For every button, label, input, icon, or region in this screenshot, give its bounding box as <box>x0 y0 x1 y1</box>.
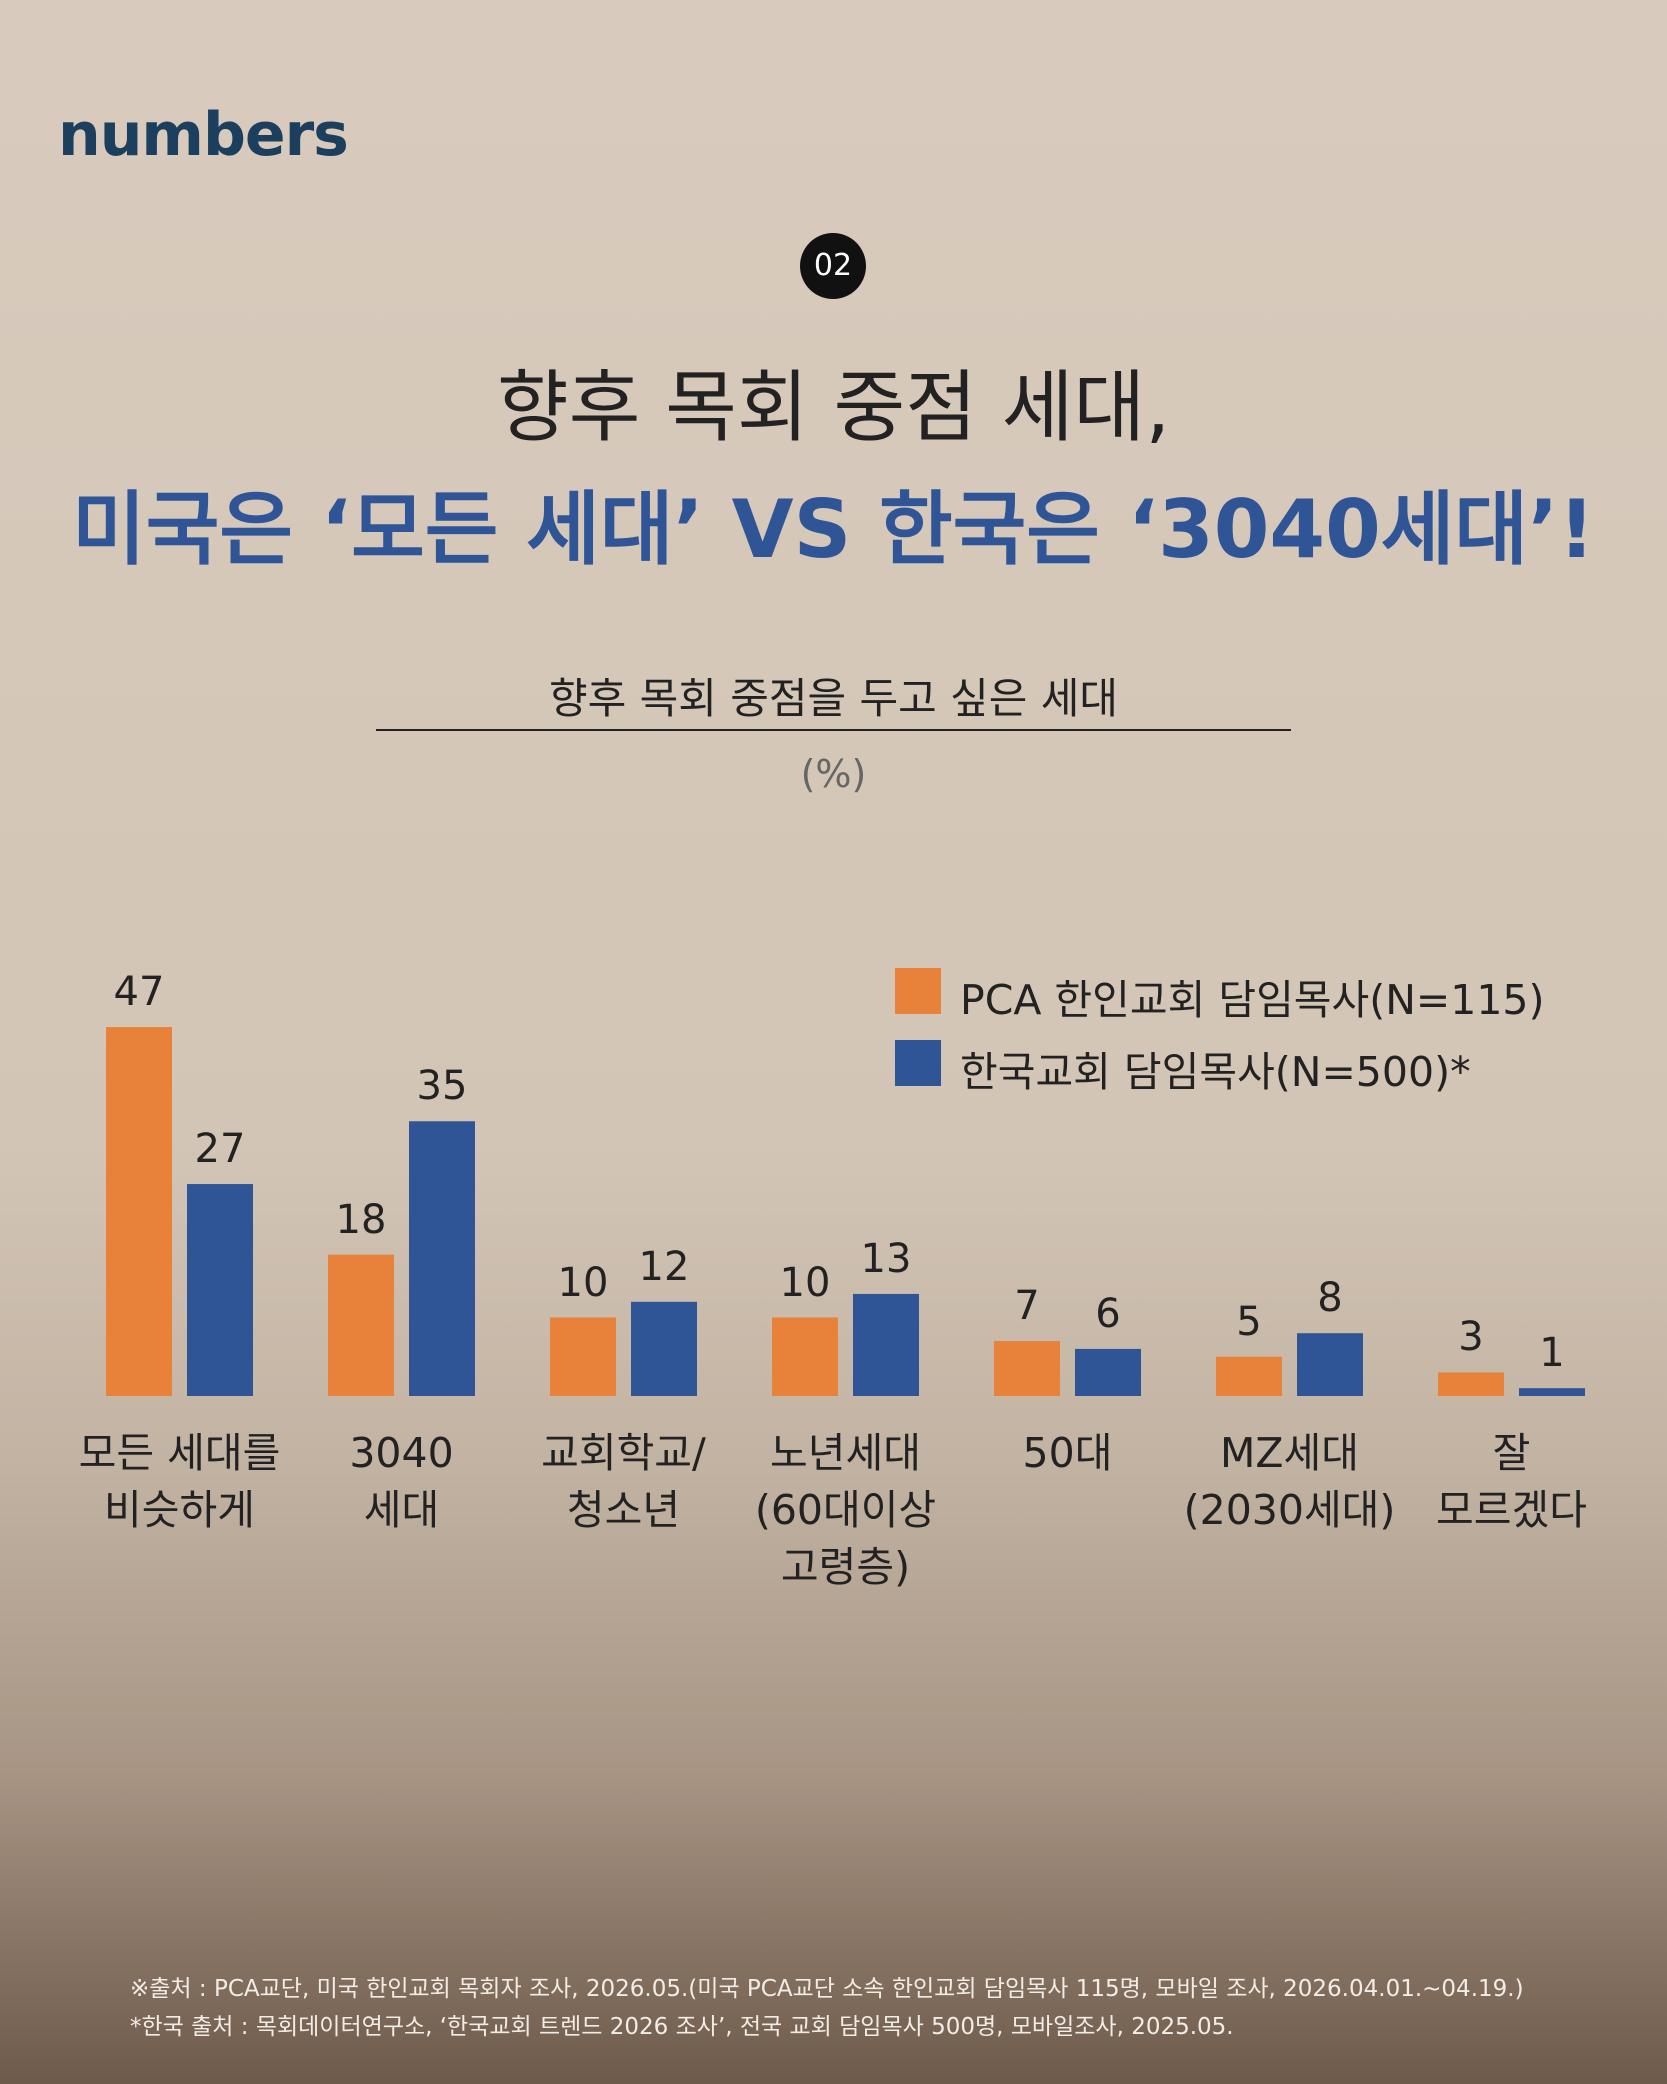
bar <box>106 1027 172 1396</box>
value-label: 27 <box>194 1126 246 1173</box>
logo: numbers <box>58 100 349 170</box>
x-tick-label: MZ세대 (2030세대) <box>1183 1429 1396 1534</box>
value-label: 5 <box>1236 1298 1262 1345</box>
x-tick-label: 잘 모르겠다 <box>1436 1429 1587 1534</box>
value-label: 18 <box>335 1196 387 1243</box>
value-label: 6 <box>1095 1290 1121 1337</box>
unit-label: (%) <box>800 752 867 796</box>
bar <box>1438 1372 1504 1396</box>
bar <box>1075 1348 1141 1396</box>
footnotes: ※출처 : PCA교단, 미국 한인교회 목회자 조사, 2026.05.(미국… <box>130 1970 1524 2046</box>
x-tick-label: 3040 세대 <box>349 1429 454 1534</box>
title-line: 미국은 ‘모든 세대’ VS 한국은 ‘3040세대’! <box>72 483 1595 576</box>
value-label: 12 <box>638 1243 690 1290</box>
chart-title: 향후 목회 중점을 두고 싶은 세대 <box>548 674 1119 723</box>
legend-swatch <box>895 1040 941 1086</box>
footnote: ※출처 : PCA교단, 미국 한인교회 목회자 조사, 2026.05.(미국… <box>130 1976 1524 2002</box>
x-tick-label: 모든 세대를 비슷하게 <box>78 1429 281 1534</box>
bar <box>1216 1356 1282 1396</box>
bar <box>409 1121 475 1396</box>
legend-label: PCA 한인교회 담임목사(N=115) <box>960 976 1545 1024</box>
bar <box>631 1301 697 1396</box>
x-tick-label: 50대 <box>1022 1429 1113 1477</box>
badge: 02 <box>800 233 866 299</box>
bar <box>1297 1333 1363 1396</box>
value-label: 3 <box>1458 1314 1484 1361</box>
bar <box>994 1341 1060 1396</box>
bar <box>187 1184 253 1396</box>
bar <box>1519 1388 1585 1396</box>
legend-swatch <box>895 968 941 1014</box>
x-tick-label: 교회학교/ 청소년 <box>541 1429 706 1534</box>
value-label: 47 <box>113 969 165 1016</box>
x-tick-label: 노년세대 (60대이상 고령층) <box>754 1429 937 1591</box>
divider <box>376 729 1291 731</box>
value-label: 13 <box>860 1235 912 1282</box>
value-label: 10 <box>557 1259 609 1306</box>
title-line: 향후 목회 중점 세대, <box>496 363 1171 453</box>
value-label: 1 <box>1539 1330 1565 1377</box>
legend-label: 한국교회 담임목사(N=500)* <box>960 1048 1471 1096</box>
bar <box>853 1293 919 1396</box>
bar <box>550 1317 616 1396</box>
value-label: 8 <box>1317 1275 1343 1322</box>
value-label: 10 <box>779 1259 831 1306</box>
value-label: 7 <box>1014 1283 1040 1330</box>
bar <box>328 1254 394 1396</box>
footnote: *한국 출처 : 목회데이터연구소, ‘한국교회 트렌드 2026 조사’, 전… <box>130 2014 1234 2040</box>
bar <box>772 1317 838 1396</box>
value-label: 35 <box>416 1063 468 1110</box>
